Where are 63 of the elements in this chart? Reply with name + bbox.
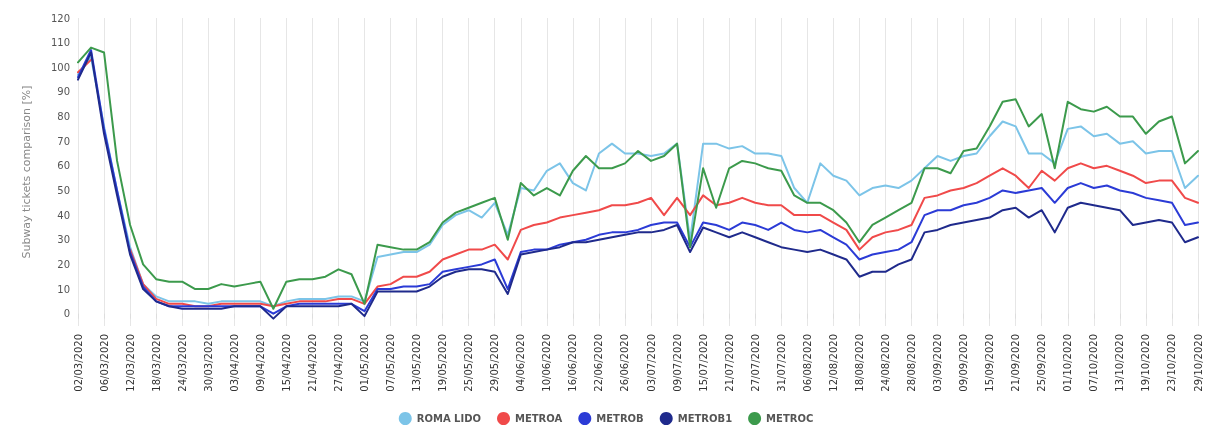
legend-label: METROB1 xyxy=(677,413,733,424)
x-tick-label: 21/09/2020 xyxy=(1010,334,1022,392)
x-tick-label: 12/08/2020 xyxy=(827,334,839,392)
x-tick-label: 27/07/2020 xyxy=(749,334,761,392)
x-tick-label: 31/07/2020 xyxy=(775,334,787,392)
y-tick-label: 50 xyxy=(57,184,70,196)
x-tick-label: 10/06/2020 xyxy=(541,334,553,392)
x-tick-label: 13/05/2020 xyxy=(411,334,423,392)
x-tick-label: 19/10/2020 xyxy=(1140,334,1152,392)
x-tick-label: 27/04/2020 xyxy=(332,334,344,392)
x-tick-label: 15/04/2020 xyxy=(280,334,292,392)
x-tick-label: 04/06/2020 xyxy=(515,334,527,392)
x-tick-label: 15/07/2020 xyxy=(697,334,709,392)
x-tick-label: 06/08/2020 xyxy=(801,334,813,392)
x-tick-label: 13/10/2020 xyxy=(1114,334,1126,392)
x-tick-label: 07/10/2020 xyxy=(1088,334,1100,392)
x-tick-label: 09/07/2020 xyxy=(671,334,683,392)
y-tick-label: 60 xyxy=(57,160,70,172)
x-tick-label: 01/05/2020 xyxy=(359,334,371,392)
x-tick-label: 29/10/2020 xyxy=(1192,334,1204,392)
y-tick-label: 100 xyxy=(50,61,70,73)
y-tick-label: 80 xyxy=(57,111,70,123)
x-tick-label: 07/05/2020 xyxy=(385,334,397,392)
x-tick-label: 28/08/2020 xyxy=(905,334,917,392)
x-tick-label: 02/03/2020 xyxy=(72,334,84,392)
x-tick-label: 01/10/2020 xyxy=(1062,334,1074,392)
x-tick-label: 23/10/2020 xyxy=(1166,334,1178,392)
y-tick-label: 70 xyxy=(57,135,70,147)
y-tick-label: 120 xyxy=(50,12,70,24)
x-tick-label: 26/06/2020 xyxy=(619,334,631,392)
x-tick-label: 21/04/2020 xyxy=(306,334,318,392)
y-tick-label: 110 xyxy=(50,37,70,49)
x-tick-label: 03/07/2020 xyxy=(645,334,657,392)
x-tick-label: 09/04/2020 xyxy=(254,334,266,392)
x-tick-label: 09/09/2020 xyxy=(958,334,970,392)
x-tick-label: 18/08/2020 xyxy=(853,334,865,392)
x-tick-label: 25/09/2020 xyxy=(1036,334,1048,392)
x-tick-label: 12/03/2020 xyxy=(124,334,136,392)
y-tick-label: 40 xyxy=(57,209,70,221)
y-tick-label: 10 xyxy=(57,283,70,295)
y-tick-label: 0 xyxy=(63,308,70,320)
x-tick-label: 03/09/2020 xyxy=(932,334,944,392)
legend-label: METROA xyxy=(515,413,563,424)
x-tick-label: 19/05/2020 xyxy=(437,334,449,392)
x-tick-label: 18/03/2020 xyxy=(150,334,162,392)
x-tick-label: 21/07/2020 xyxy=(723,334,735,392)
x-tick-label: 24/03/2020 xyxy=(176,334,188,392)
x-tick-label: 30/03/2020 xyxy=(202,334,214,392)
y-tick-label: 90 xyxy=(57,86,70,98)
legend-label: METROC xyxy=(766,413,814,424)
y-tick-label: 20 xyxy=(57,258,70,270)
x-tick-label: 16/06/2020 xyxy=(567,334,579,392)
legend-label: METROB xyxy=(596,413,644,424)
x-tick-label: 03/04/2020 xyxy=(228,334,240,392)
x-tick-label: 22/06/2020 xyxy=(593,334,605,392)
legend-label: ROMA LIDO xyxy=(416,413,482,424)
x-tick-label: 25/05/2020 xyxy=(463,334,475,392)
x-tick-label: 24/08/2020 xyxy=(879,334,891,392)
x-tick-label: 06/03/2020 xyxy=(98,334,110,392)
x-tick-label: 15/09/2020 xyxy=(984,334,996,392)
y-tick-label: 30 xyxy=(57,234,70,246)
y-axis-title: Subway tickets comparison [%] xyxy=(20,85,33,259)
x-tick-label: 29/05/2020 xyxy=(489,334,501,392)
